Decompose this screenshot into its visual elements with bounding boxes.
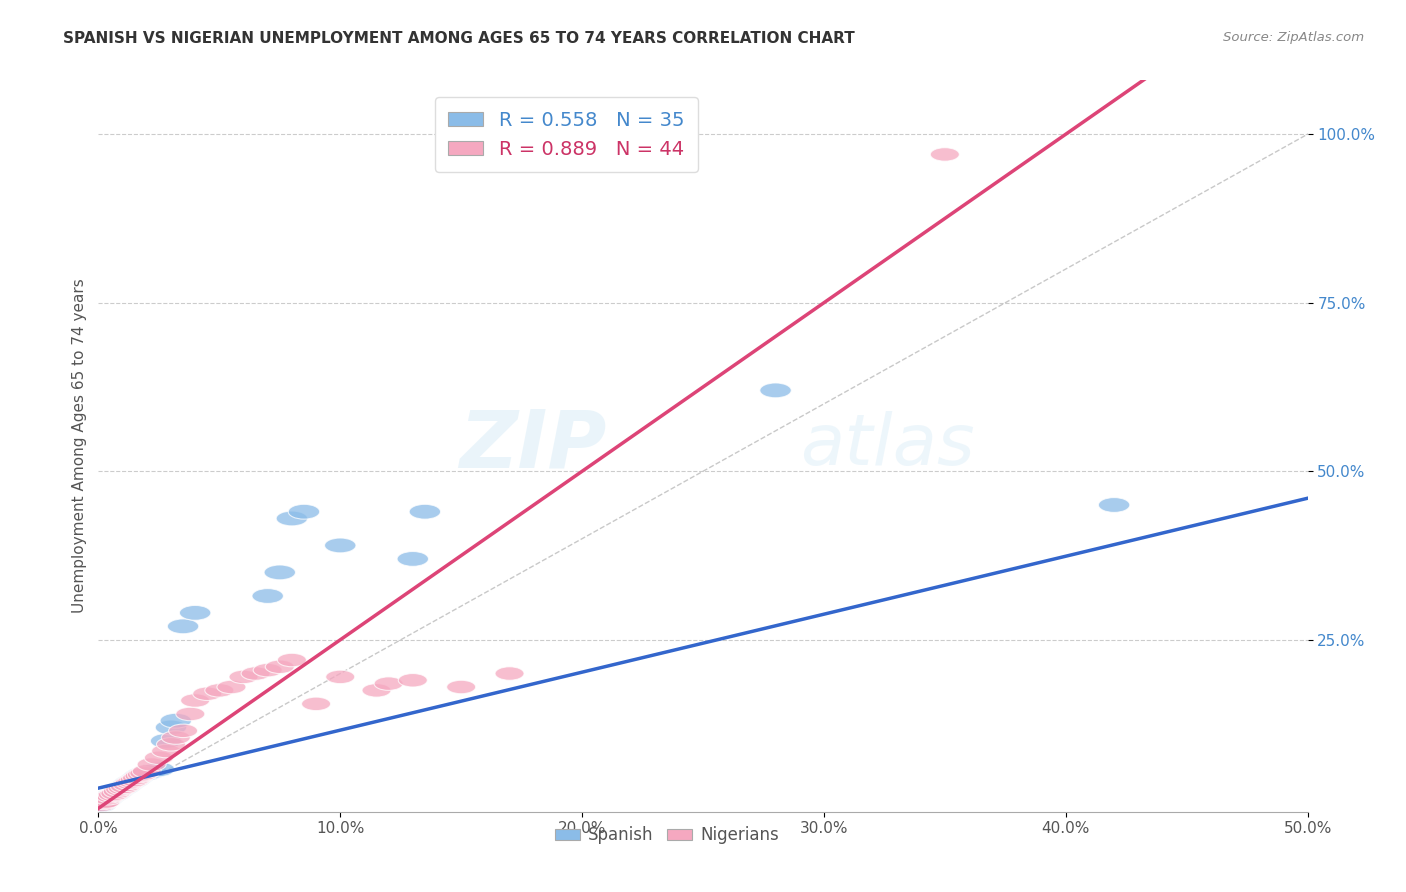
Ellipse shape bbox=[145, 751, 173, 764]
Ellipse shape bbox=[759, 383, 792, 398]
Ellipse shape bbox=[176, 707, 205, 721]
Ellipse shape bbox=[931, 148, 959, 161]
Ellipse shape bbox=[409, 504, 440, 519]
Ellipse shape bbox=[129, 766, 159, 780]
Ellipse shape bbox=[229, 670, 259, 683]
Ellipse shape bbox=[162, 731, 190, 744]
Ellipse shape bbox=[103, 784, 134, 799]
Ellipse shape bbox=[264, 565, 295, 580]
Ellipse shape bbox=[136, 764, 167, 779]
Ellipse shape bbox=[326, 670, 354, 683]
Ellipse shape bbox=[97, 788, 129, 802]
Ellipse shape bbox=[89, 797, 118, 810]
Ellipse shape bbox=[205, 683, 233, 698]
Text: ZIP: ZIP bbox=[458, 407, 606, 485]
Ellipse shape bbox=[124, 769, 155, 783]
Ellipse shape bbox=[111, 777, 143, 792]
Ellipse shape bbox=[120, 772, 150, 788]
Ellipse shape bbox=[132, 764, 162, 778]
Ellipse shape bbox=[90, 793, 121, 807]
Ellipse shape bbox=[447, 681, 475, 694]
Ellipse shape bbox=[108, 781, 138, 795]
Ellipse shape bbox=[253, 664, 283, 677]
Ellipse shape bbox=[180, 694, 209, 707]
Ellipse shape bbox=[94, 791, 122, 805]
Ellipse shape bbox=[128, 768, 156, 781]
Ellipse shape bbox=[169, 724, 198, 738]
Ellipse shape bbox=[93, 791, 124, 805]
Ellipse shape bbox=[115, 776, 145, 789]
Legend: Spanish, Nigerians: Spanish, Nigerians bbox=[548, 820, 786, 851]
Ellipse shape bbox=[87, 794, 120, 809]
Ellipse shape bbox=[112, 778, 142, 791]
Ellipse shape bbox=[94, 789, 127, 804]
Text: SPANISH VS NIGERIAN UNEMPLOYMENT AMONG AGES 65 TO 74 YEARS CORRELATION CHART: SPANISH VS NIGERIAN UNEMPLOYMENT AMONG A… bbox=[63, 31, 855, 46]
Ellipse shape bbox=[396, 551, 429, 566]
Text: atlas: atlas bbox=[800, 411, 974, 481]
Ellipse shape bbox=[288, 504, 319, 519]
Ellipse shape bbox=[120, 773, 149, 787]
Ellipse shape bbox=[1098, 498, 1130, 512]
Ellipse shape bbox=[374, 677, 404, 690]
Ellipse shape bbox=[103, 785, 132, 798]
Ellipse shape bbox=[276, 511, 308, 526]
Ellipse shape bbox=[217, 681, 246, 694]
Text: Source: ZipAtlas.com: Source: ZipAtlas.com bbox=[1223, 31, 1364, 45]
Ellipse shape bbox=[100, 786, 131, 801]
Ellipse shape bbox=[143, 762, 174, 777]
Ellipse shape bbox=[110, 780, 141, 794]
Ellipse shape bbox=[107, 780, 138, 796]
Ellipse shape bbox=[118, 774, 146, 789]
Ellipse shape bbox=[98, 789, 128, 802]
Ellipse shape bbox=[111, 780, 139, 794]
Ellipse shape bbox=[240, 667, 270, 681]
Ellipse shape bbox=[86, 797, 117, 813]
Ellipse shape bbox=[361, 683, 391, 698]
Ellipse shape bbox=[252, 589, 284, 603]
Ellipse shape bbox=[117, 774, 148, 789]
Ellipse shape bbox=[301, 698, 330, 711]
Ellipse shape bbox=[160, 714, 191, 728]
Ellipse shape bbox=[325, 538, 356, 553]
Ellipse shape bbox=[127, 767, 157, 782]
Ellipse shape bbox=[105, 783, 135, 797]
Ellipse shape bbox=[156, 738, 186, 751]
Ellipse shape bbox=[193, 687, 222, 700]
Ellipse shape bbox=[131, 766, 163, 780]
Ellipse shape bbox=[114, 775, 146, 790]
Ellipse shape bbox=[101, 787, 129, 800]
Y-axis label: Unemployment Among Ages 65 to 74 years: Unemployment Among Ages 65 to 74 years bbox=[72, 278, 87, 614]
Ellipse shape bbox=[398, 673, 427, 687]
Ellipse shape bbox=[277, 653, 307, 667]
Ellipse shape bbox=[266, 660, 294, 673]
Ellipse shape bbox=[152, 744, 180, 758]
Ellipse shape bbox=[104, 782, 136, 797]
Ellipse shape bbox=[495, 667, 524, 681]
Ellipse shape bbox=[125, 769, 155, 783]
Ellipse shape bbox=[86, 798, 115, 812]
Ellipse shape bbox=[180, 606, 211, 620]
Ellipse shape bbox=[167, 619, 198, 633]
Ellipse shape bbox=[155, 720, 187, 735]
Ellipse shape bbox=[121, 771, 153, 786]
Ellipse shape bbox=[91, 795, 120, 808]
Ellipse shape bbox=[122, 772, 152, 785]
Ellipse shape bbox=[138, 758, 166, 772]
Ellipse shape bbox=[96, 789, 125, 803]
Ellipse shape bbox=[150, 733, 181, 748]
